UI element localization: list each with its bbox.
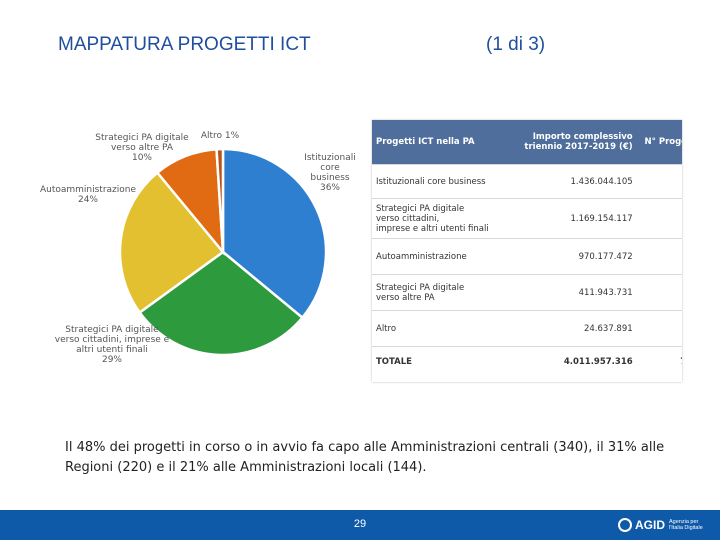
pie-label-line: verso altre PA xyxy=(111,143,174,153)
pie-label-line: Autoamministrazione xyxy=(40,185,137,195)
cell-amount: 1.169.154.117 xyxy=(518,198,637,239)
cell-line: Altro xyxy=(376,323,397,334)
pie-slice-label: Altro 1% xyxy=(201,131,240,141)
pie-slice-label: Strategici PA digitale verso cittadini, i… xyxy=(55,325,170,365)
pie-label-line: core xyxy=(320,163,340,173)
pie-slice-label: Strategici PA digitale verso altre PA 10% xyxy=(95,133,189,163)
pie-label-line: altri utenti finali xyxy=(76,345,148,355)
agid-logo: AGID Agenzia per l'Italia Digitale xyxy=(618,516,709,534)
total-count: 706 xyxy=(636,346,682,377)
pie-label-line: 29% xyxy=(102,355,122,365)
header-count: N° Progetti xyxy=(636,120,682,165)
agid-logo-text: AGID xyxy=(635,518,665,532)
table-row: Altro 24.637.8918 xyxy=(372,310,682,347)
slide-title: MAPPATURA PROGETTI ICT xyxy=(58,34,311,55)
cell-line: Strategici PA digitale xyxy=(376,203,465,214)
page-number: 29 xyxy=(353,518,367,530)
cell-category: Strategici PA digitale verso cittadini, im… xyxy=(372,198,519,239)
pie-chart: Istituzionali core business 36% Strategici P… xyxy=(40,131,356,365)
cell-amount: 411.943.731 xyxy=(518,274,637,311)
cell-count: 253 xyxy=(636,198,682,239)
footer-bar: 29 AGID Agenzia per l'Italia Digitale xyxy=(0,510,720,540)
header-category: Progetti ICT nella PA xyxy=(372,120,519,165)
pie-label-line: Istituzionali xyxy=(304,153,356,163)
cell-amount: 24.637.891 xyxy=(518,310,637,347)
caption-text: Il 48% dei progetti in corso o in avvio … xyxy=(65,440,665,475)
pie-label-line: verso cittadini, imprese e xyxy=(55,335,170,345)
cell-category: Autoamministrazione xyxy=(372,238,519,275)
pie-label-line: Altro 1% xyxy=(201,131,240,141)
table-header-row: Progetti ICT nella PA Importo complessiv… xyxy=(372,120,682,165)
cell-count: 99 xyxy=(636,274,682,311)
pie-slice xyxy=(137,250,305,357)
table-row: Istituzionali core business 1.436.044.105… xyxy=(372,164,682,199)
projects-table: Progetti ICT nella PA Importo complessiv… xyxy=(372,120,682,382)
pie-slice xyxy=(221,147,328,320)
cell-line: verso altre PA xyxy=(376,292,435,303)
agid-logo-icon xyxy=(618,518,632,532)
pie-slice xyxy=(118,170,225,315)
cell-line: Autoamministrazione xyxy=(376,251,467,262)
cell-amount: 970.177.472 xyxy=(518,238,637,275)
cell-category: Altro xyxy=(372,310,519,347)
cell-category: Strategici PA digitale verso altre PA xyxy=(372,274,519,311)
cell-line: imprese e altri utenti finali xyxy=(376,223,489,234)
cell-count: 8 xyxy=(636,310,682,347)
pie-label-line: business xyxy=(310,173,350,183)
pie-label-line: 36% xyxy=(320,183,340,193)
table-row: Autoamministrazione 970.177.472129 xyxy=(372,238,682,275)
pie-label-line: Strategici PA digitale xyxy=(65,325,159,335)
table-row: Strategici PA digitale verso altre PA 411.… xyxy=(372,274,682,311)
slide-page-indicator: (1 di 3) xyxy=(486,34,546,55)
cell-amount: 1.436.044.105 xyxy=(518,164,637,199)
agid-logo-subtext: Agenzia per l'Italia Digitale xyxy=(669,519,703,531)
cell-line: Istituzionali core business xyxy=(376,176,486,187)
cell-line: verso cittadini, xyxy=(376,213,440,224)
cell-line: Strategici PA digitale xyxy=(376,282,465,293)
total-label: TOTALE xyxy=(372,346,519,377)
pie-label-line: 24% xyxy=(78,195,98,205)
pie-slice-label: Autoamministrazione 24% xyxy=(40,185,137,205)
total-amount: 4.011.957.316 xyxy=(518,346,637,377)
cell-category: Istituzionali core business xyxy=(372,164,519,199)
cell-count: 217 xyxy=(636,164,682,199)
pie-label-line: Strategici PA digitale xyxy=(95,133,189,143)
pie-slice xyxy=(215,147,225,253)
pie-label-line: 10% xyxy=(132,153,152,163)
table-row: Strategici PA digitale verso cittadini, im… xyxy=(372,198,682,239)
pie-slice-label: Istituzionali core business 36% xyxy=(304,153,356,193)
header-amount: Importo complessivo triennio 2017-2019 (… xyxy=(518,120,637,165)
cell-count: 129 xyxy=(636,238,682,275)
